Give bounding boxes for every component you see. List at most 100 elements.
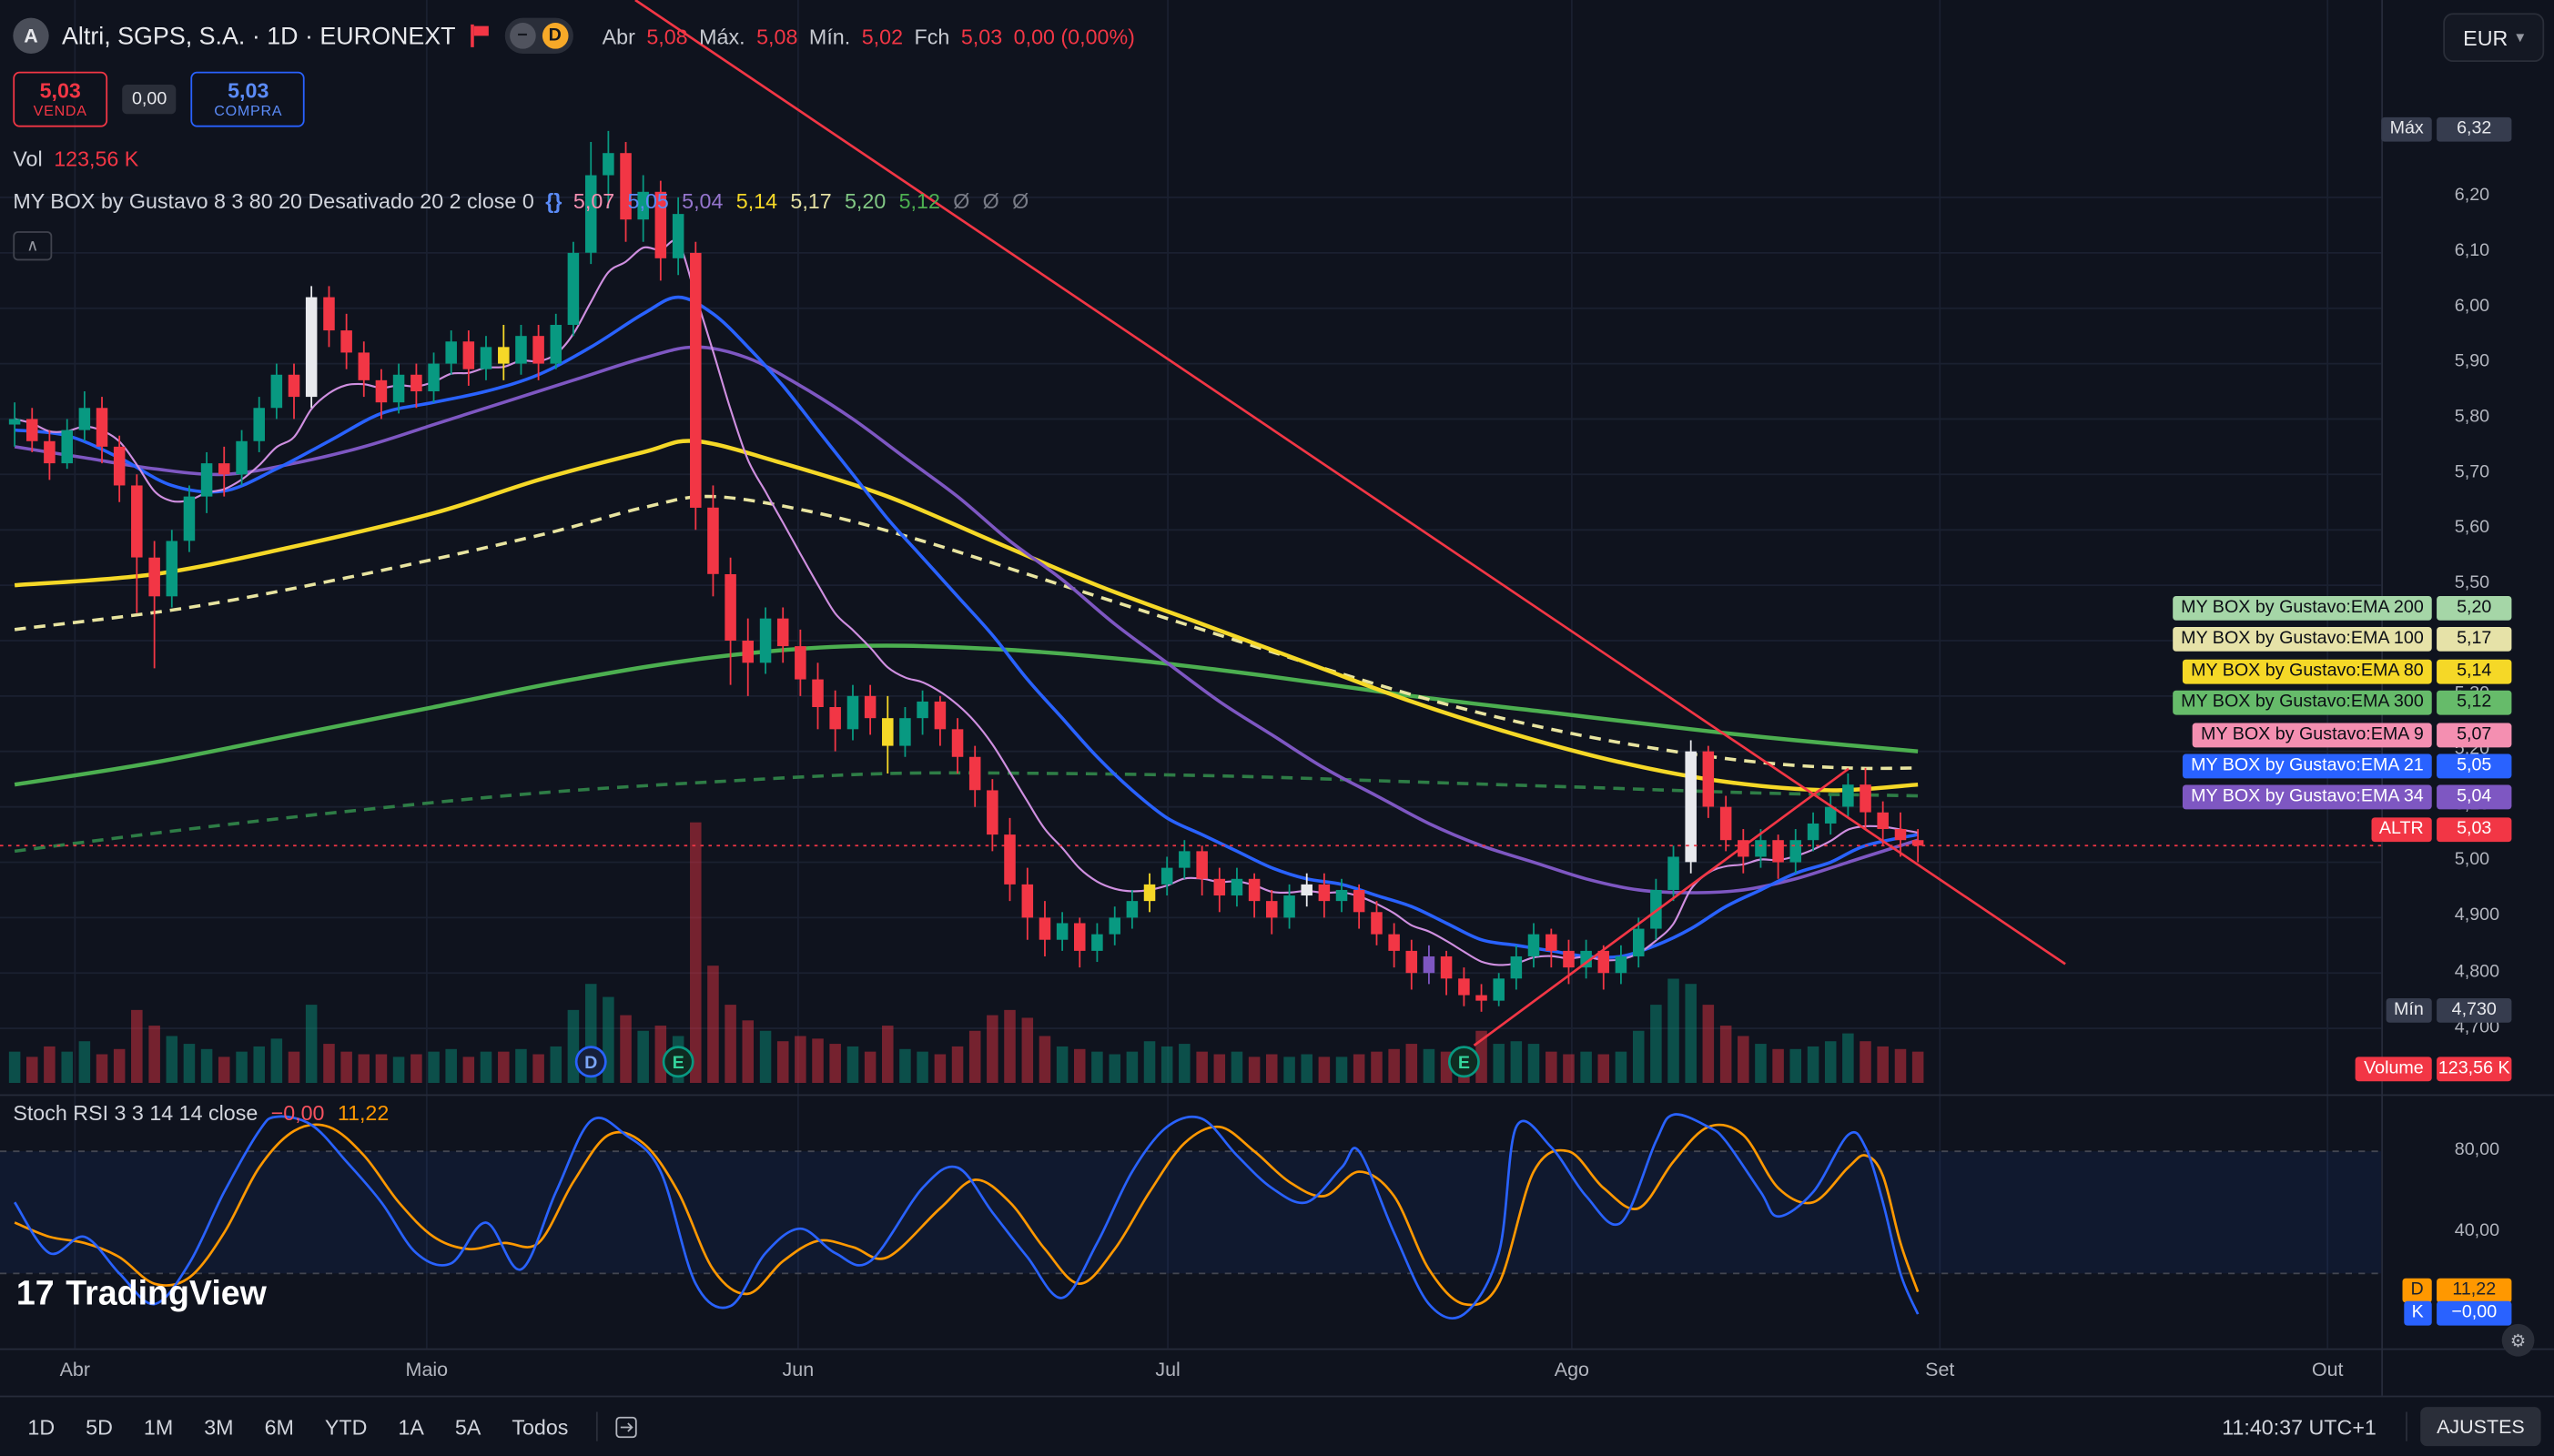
toolbar-separator	[0, 1395, 2554, 1398]
candlestick-series	[8, 130, 1924, 1012]
sell-button[interactable]: 5,03 VENDA	[13, 71, 108, 127]
tradingview-watermark[interactable]: 17 TradingView	[16, 1275, 267, 1314]
price-tick: 4,900	[2454, 905, 2500, 926]
price-tick: 80,00	[2454, 1139, 2500, 1160]
pane-separator[interactable]	[0, 1094, 2554, 1097]
stoch-d-badge: D 11,22	[2402, 1278, 2512, 1303]
flag-icon[interactable]	[469, 23, 492, 49]
range-6M[interactable]: 6M	[249, 1406, 309, 1447]
indicator-value: 5,17	[790, 188, 832, 214]
broker-toggle[interactable]: − D	[504, 17, 573, 55]
indicator-value: 5,04	[682, 188, 724, 214]
earnings-marker[interactable]: E	[662, 1046, 694, 1078]
volume-legend[interactable]: Vol 123,56 K	[13, 147, 138, 171]
time-axis-label: Jul	[1155, 1358, 1181, 1381]
volume-series	[8, 822, 1924, 1084]
ajustes-button[interactable]: AJUSTES	[2420, 1407, 2541, 1447]
currency-label: EUR	[2463, 25, 2508, 50]
earnings-marker[interactable]: E	[1447, 1046, 1480, 1078]
svg-text:E: E	[673, 1053, 684, 1073]
toolbar-divider	[595, 1411, 598, 1441]
symbol-logo[interactable]: A	[13, 17, 49, 55]
ema-badge: MY BOX by Gustavo:EMA 80 5,14	[2183, 659, 2512, 684]
ema-line-ema80	[14, 439, 1919, 793]
tradingview-logo-icon: 17	[15, 1275, 55, 1313]
ohlc-row: Abr 5,08 Máx. 5,08 Mín. 5,02 Fch 5,03 0,00 (…	[603, 24, 1135, 48]
time-axis-label: Abr	[59, 1358, 91, 1381]
ema-badge: MY BOX by Gustavo:EMA 100 5,17	[2173, 627, 2512, 652]
range-1D[interactable]: 1D	[13, 1406, 69, 1447]
bottom-toolbar: 1D 5D 1M 3M 6M YTD 1A 5A Todos 11:40:37 UTC+1 AJ…	[0, 1397, 2554, 1456]
high-label: Máx.	[699, 23, 745, 48]
max-price-badge: Máx 6,32	[2381, 117, 2512, 143]
tradingview-wordmark: TradingView	[66, 1275, 267, 1313]
stoch-d-line	[14, 1123, 1920, 1307]
sell-label: VENDA	[33, 102, 87, 119]
toolbar-right: 11:40:37 UTC+1 AJUSTES	[2222, 1407, 2541, 1447]
ema-line-ema100	[14, 494, 1919, 771]
currency-button[interactable]: EUR ▾	[2443, 13, 2545, 63]
volume-value: 123,56 K	[54, 147, 139, 171]
chart-canvas[interactable]: D E E	[0, 0, 2382, 1349]
range-1M[interactable]: 1M	[129, 1406, 188, 1447]
price-tick: 5,60	[2454, 518, 2490, 539]
time-axis-label: Maio	[405, 1358, 449, 1381]
ema-badge: ALTR 5,03	[2370, 816, 2512, 842]
time-axis[interactable]: Abr Maio Jun Jul Ago Set Out	[0, 1350, 2554, 1395]
price-tick: 5,80	[2454, 407, 2490, 428]
high-value: 5,08	[756, 23, 798, 48]
toolbar-divider	[2406, 1411, 2407, 1441]
price-tick: 5,70	[2454, 462, 2490, 483]
min-price-badge: Mín 4,730	[2386, 998, 2512, 1024]
indicator-value: 5,12	[898, 188, 940, 214]
ema-line-ema9	[14, 239, 1919, 966]
stoch-legend[interactable]: Stoch RSI 3 3 14 14 close −0,00 11,22	[13, 1101, 389, 1126]
range-Todos[interactable]: Todos	[497, 1406, 583, 1447]
indicator-value: 5,20	[844, 188, 887, 214]
price-tick: 6,20	[2454, 186, 2490, 206]
minus-icon: −	[509, 23, 536, 49]
price-tick: 40,00	[2454, 1221, 2500, 1241]
stoch-band	[0, 1150, 2382, 1275]
buy-price: 5,03	[228, 77, 269, 103]
change-value: 0,00 (0,00%)	[1013, 23, 1135, 48]
stoch-k-line	[13, 1113, 1920, 1320]
demo-badge: D	[542, 23, 569, 49]
ema-badge: MY BOX by Gustavo:EMA 200 5,20	[2173, 595, 2512, 621]
collapse-button[interactable]: ∧	[13, 231, 53, 261]
axis-separator	[0, 1348, 2554, 1350]
stoch-settings-icon[interactable]: ⚙	[2501, 1323, 2535, 1357]
time-axis-label: Ago	[1554, 1358, 1589, 1381]
range-5A[interactable]: 5A	[441, 1406, 496, 1447]
buy-button[interactable]: 5,03 COMPRA	[191, 71, 306, 127]
indicator-value: 5,14	[735, 188, 778, 214]
clock[interactable]: 11:40:37 UTC+1	[2222, 1414, 2377, 1440]
stoch-k-badge: K −0,00	[2403, 1300, 2512, 1326]
range-5D[interactable]: 5D	[71, 1406, 127, 1447]
range-1A[interactable]: 1A	[383, 1406, 439, 1447]
indicator-value: 5,07	[573, 188, 615, 214]
ema-line-ema300	[14, 771, 1919, 854]
indicator-values: 5,07 5,05 5,04 5,14 5,17 5,20 5,12 Ø Ø Ø	[573, 189, 1029, 214]
dividend-marker[interactable]: D	[574, 1046, 607, 1078]
price-tick: 6,00	[2454, 297, 2490, 317]
trendlines[interactable]	[0, 0, 2382, 1046]
ema-line-ema21	[14, 295, 1919, 959]
stoch-name: Stoch RSI 3 3 14 14 close	[13, 1100, 258, 1126]
symbol-title[interactable]: Altri, SGPS, S.A. · 1D · EURONEXT	[62, 22, 456, 50]
chevron-down-icon: ▾	[2516, 28, 2525, 47]
buy-label: COMPRA	[214, 102, 283, 119]
indicator-legend[interactable]: MY BOX by Gustavo 8 3 80 20 Desativado 2…	[13, 189, 1029, 214]
indicator-value: Ø	[1012, 188, 1029, 214]
braces-icon[interactable]: {}	[545, 188, 562, 214]
range-buttons: 1D 5D 1M 3M 6M YTD 1A 5A Todos	[13, 1406, 583, 1447]
range-3M[interactable]: 3M	[189, 1406, 248, 1447]
ema-line-ema200	[14, 643, 1919, 787]
svg-text:D: D	[584, 1053, 597, 1073]
ema-line-ema34	[14, 345, 1919, 895]
indicator-value: Ø	[953, 188, 970, 214]
range-YTD[interactable]: YTD	[310, 1406, 382, 1447]
goto-date-icon[interactable]	[611, 1411, 640, 1441]
